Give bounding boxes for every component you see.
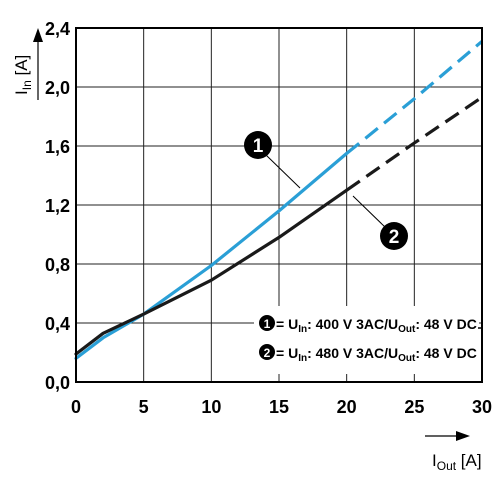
x-axis-label: IOut [A] <box>432 451 482 473</box>
x-tick-label: 0 <box>71 397 81 417</box>
y-tick-label: 1,6 <box>45 137 70 157</box>
x-axis-arrow <box>425 431 470 441</box>
callout-2: 2 <box>352 195 408 250</box>
series-2-extrapolated-line <box>345 95 483 192</box>
x-tick-label: 25 <box>404 397 424 417</box>
y-tick-label: 2,0 <box>45 78 70 98</box>
x-axis-label-unit: [A] <box>456 451 482 470</box>
x-tick-label: 30 <box>472 397 492 417</box>
y-axis-label-unit: [A] <box>12 55 31 81</box>
legend-item-2: 2 = UIn: 480 V 3AC/UOut: 48 V DC <box>259 344 477 364</box>
y-tick-label: 0,8 <box>45 255 70 275</box>
x-tick-label: 15 <box>269 397 289 417</box>
y-axis-label-sub: In <box>20 80 34 90</box>
x-tick-label: 10 <box>201 397 221 417</box>
y-tick-label: 0,0 <box>45 373 70 393</box>
callout-1-number: 1 <box>253 136 264 157</box>
x-tick-label: 5 <box>139 397 149 417</box>
x-tick-label: 20 <box>337 397 357 417</box>
y-axis-label-main: I <box>12 90 31 95</box>
tick-labels: 0 5 10 15 20 25 30 0,0 0,4 0,8 1,2 1,6 2,0 2,4 <box>45 19 492 417</box>
x-axis-label-sub: Out <box>437 459 457 473</box>
legend-item-1-label: = UIn: 400 V 3AC/UOut: 48 V DC <box>276 316 477 335</box>
plot-frame <box>75 27 483 383</box>
y-tick-label: 0,4 <box>45 314 70 334</box>
series-1-line <box>74 151 349 360</box>
legend-item-2-number: 2 <box>264 346 271 360</box>
legend-item-2-label: = UIn: 480 V 3AC/UOut: 48 V DC <box>276 345 477 364</box>
series-1-extrapolated-line <box>345 40 484 155</box>
y-axis-label: IIn [A] <box>12 55 34 95</box>
y-tick-label: 1,2 <box>45 196 70 216</box>
series-2-line <box>74 188 349 356</box>
x-axis-label-main: I <box>432 451 437 470</box>
callout-2-number: 2 <box>389 227 400 248</box>
callout-1: 1 <box>244 131 301 189</box>
legend-item-1-number: 1 <box>264 317 271 331</box>
series-layer <box>74 40 484 360</box>
plot-border <box>75 27 483 383</box>
y-tick-label: 2,4 <box>45 19 70 39</box>
legend-item-1: 1 = UIn: 400 V 3AC/UOut: 48 V DC <box>259 315 477 335</box>
legend: 1 = UIn: 400 V 3AC/UOut: 48 V DC 2 = UIn… <box>254 306 482 374</box>
y-axis-arrow <box>33 28 43 100</box>
